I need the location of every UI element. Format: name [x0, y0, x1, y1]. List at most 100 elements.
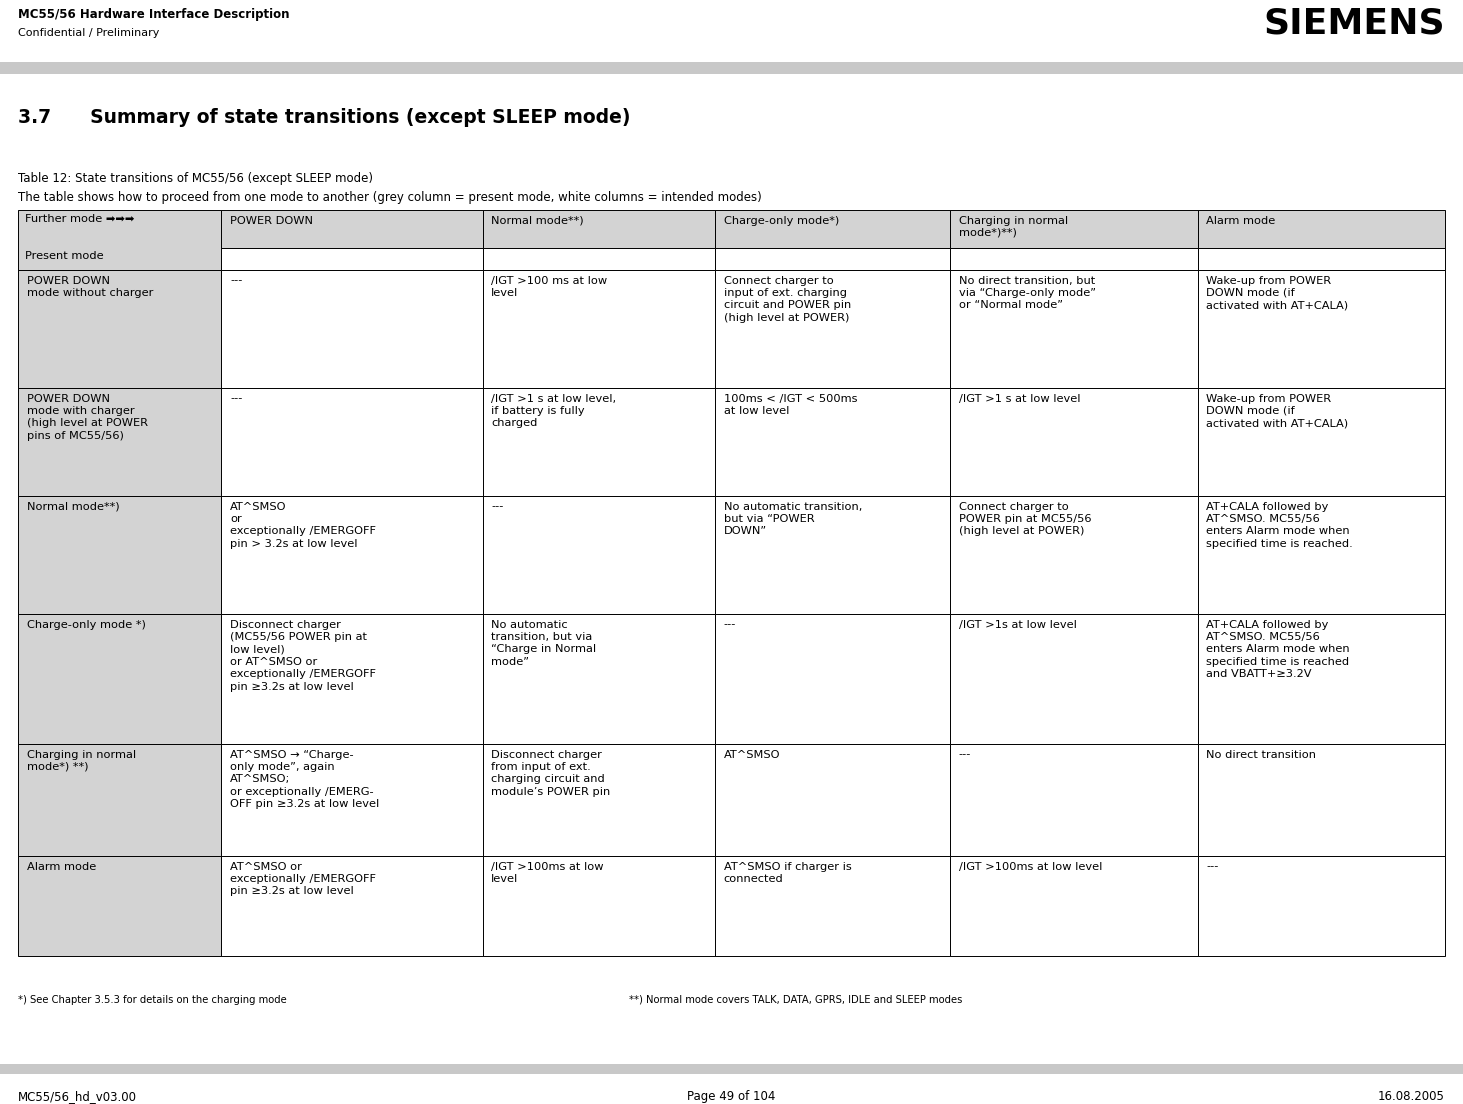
Bar — [221, 210, 483, 248]
Bar — [715, 270, 949, 388]
Text: Charge-only mode*): Charge-only mode*) — [724, 215, 838, 225]
Bar — [18, 856, 221, 956]
Bar — [18, 388, 221, 496]
Bar — [715, 744, 949, 856]
Bar — [949, 210, 1198, 248]
Bar — [1198, 496, 1445, 614]
Bar — [949, 496, 1198, 614]
Text: ---: --- — [724, 619, 736, 629]
Text: SIEMENS: SIEMENS — [1264, 6, 1445, 40]
Bar — [949, 248, 1198, 270]
Bar — [221, 856, 483, 956]
Bar — [483, 856, 715, 956]
Text: AT^SMSO → “Charge-
only mode”, again
AT^SMSO;
or exceptionally /EMERG-
OFF pin ≥: AT^SMSO → “Charge- only mode”, again AT^… — [230, 750, 379, 809]
Bar — [18, 270, 221, 388]
Bar — [949, 388, 1198, 496]
Bar — [221, 744, 483, 856]
Text: Disconnect charger
(MC55/56 POWER pin at
low level)
or AT^SMSO or
exceptionally : Disconnect charger (MC55/56 POWER pin at… — [230, 619, 376, 691]
Text: Confidential / Preliminary: Confidential / Preliminary — [18, 28, 159, 38]
Bar — [1198, 210, 1445, 248]
Bar — [18, 496, 221, 614]
Bar — [483, 388, 715, 496]
Text: Alarm mode: Alarm mode — [1207, 215, 1276, 225]
Text: The table shows how to proceed from one mode to another (grey column = present m: The table shows how to proceed from one … — [18, 191, 762, 204]
Text: Charging in normal
mode*)**): Charging in normal mode*)**) — [958, 215, 1068, 238]
Bar — [221, 496, 483, 614]
Bar — [18, 744, 221, 856]
Bar — [0, 62, 1463, 74]
Bar — [715, 210, 949, 248]
Bar — [715, 388, 949, 496]
Bar — [715, 496, 949, 614]
Bar — [221, 614, 483, 744]
Text: **) Normal mode covers TALK, DATA, GPRS, IDLE and SLEEP modes: **) Normal mode covers TALK, DATA, GPRS,… — [629, 995, 963, 1005]
Text: 100ms < /IGT < 500ms
at low level: 100ms < /IGT < 500ms at low level — [724, 393, 857, 416]
Text: ---: --- — [230, 393, 243, 404]
Bar — [949, 744, 1198, 856]
Bar — [483, 496, 715, 614]
Bar — [0, 1064, 1463, 1074]
Text: Normal mode**): Normal mode**) — [492, 215, 584, 225]
Text: AT+CALA followed by
AT^SMSO. MC55/56
enters Alarm mode when
specified time is re: AT+CALA followed by AT^SMSO. MC55/56 ent… — [1207, 619, 1350, 679]
Text: 3.7      Summary of state transitions (except SLEEP mode): 3.7 Summary of state transitions (except… — [18, 108, 631, 127]
Text: Charging in normal
mode*) **): Charging in normal mode*) **) — [26, 750, 136, 772]
Bar — [18, 210, 221, 270]
Bar — [1198, 744, 1445, 856]
Bar — [221, 270, 483, 388]
Text: No direct transition: No direct transition — [1207, 750, 1317, 760]
Bar — [715, 248, 949, 270]
Text: ---: --- — [230, 276, 243, 286]
Bar — [483, 614, 715, 744]
Bar — [949, 270, 1198, 388]
Text: 16.08.2005: 16.08.2005 — [1378, 1090, 1445, 1103]
Text: AT+CALA followed by
AT^SMSO. MC55/56
enters Alarm mode when
specified time is re: AT+CALA followed by AT^SMSO. MC55/56 ent… — [1207, 501, 1353, 549]
Text: Table 12: State transitions of MC55/56 (except SLEEP mode): Table 12: State transitions of MC55/56 (… — [18, 172, 373, 185]
Text: No direct transition, but
via “Charge-only mode”
or “Normal mode”: No direct transition, but via “Charge-on… — [958, 276, 1096, 310]
Text: AT^SMSO
or
exceptionally /EMERGOFF
pin > 3.2s at low level: AT^SMSO or exceptionally /EMERGOFF pin >… — [230, 501, 376, 549]
Text: Charge-only mode *): Charge-only mode *) — [26, 619, 146, 629]
Text: Further mode ➡➡➡: Further mode ➡➡➡ — [25, 214, 135, 224]
Bar — [1198, 248, 1445, 270]
Text: Wake-up from POWER
DOWN mode (if
activated with AT+CALA): Wake-up from POWER DOWN mode (if activat… — [1207, 276, 1349, 310]
Text: AT^SMSO if charger is
connected: AT^SMSO if charger is connected — [724, 861, 851, 884]
Text: /IGT >100ms at low
level: /IGT >100ms at low level — [492, 861, 604, 884]
Text: /IGT >100ms at low level: /IGT >100ms at low level — [958, 861, 1102, 871]
Bar — [483, 270, 715, 388]
Text: POWER DOWN: POWER DOWN — [230, 215, 313, 225]
Bar — [949, 856, 1198, 956]
Bar — [483, 744, 715, 856]
Bar — [483, 210, 715, 248]
Bar — [18, 614, 221, 744]
Text: ---: --- — [1207, 861, 1219, 871]
Text: MC55/56_hd_v03.00: MC55/56_hd_v03.00 — [18, 1090, 138, 1103]
Text: POWER DOWN
mode with charger
(high level at POWER
pins of MC55/56): POWER DOWN mode with charger (high level… — [26, 393, 148, 440]
Text: Connect charger to
POWER pin at MC55/56
(high level at POWER): Connect charger to POWER pin at MC55/56 … — [958, 501, 1091, 537]
Text: *) See Chapter 3.5.3 for details on the charging mode: *) See Chapter 3.5.3 for details on the … — [18, 995, 287, 1005]
Bar — [715, 614, 949, 744]
Text: POWER DOWN
mode without charger: POWER DOWN mode without charger — [26, 276, 154, 298]
Bar — [1198, 270, 1445, 388]
Text: Connect charger to
input of ext. charging
circuit and POWER pin
(high level at P: Connect charger to input of ext. chargin… — [724, 276, 851, 322]
Text: No automatic transition,
but via “POWER
DOWN”: No automatic transition, but via “POWER … — [724, 501, 862, 537]
Text: Disconnect charger
from input of ext.
charging circuit and
module’s POWER pin: Disconnect charger from input of ext. ch… — [492, 750, 610, 797]
Bar — [1198, 388, 1445, 496]
Text: Alarm mode: Alarm mode — [26, 861, 97, 871]
Bar — [949, 614, 1198, 744]
Bar — [1198, 856, 1445, 956]
Text: MC55/56 Hardware Interface Description: MC55/56 Hardware Interface Description — [18, 8, 290, 21]
Text: /IGT >100 ms at low
level: /IGT >100 ms at low level — [492, 276, 607, 298]
Text: /IGT >1s at low level: /IGT >1s at low level — [958, 619, 1077, 629]
Text: Normal mode**): Normal mode**) — [26, 501, 120, 511]
Text: ---: --- — [958, 750, 971, 760]
Text: Page 49 of 104: Page 49 of 104 — [688, 1090, 775, 1103]
Text: ---: --- — [492, 501, 503, 511]
Bar — [221, 388, 483, 496]
Text: AT^SMSO or
exceptionally /EMERGOFF
pin ≥3.2s at low level: AT^SMSO or exceptionally /EMERGOFF pin ≥… — [230, 861, 376, 896]
Bar — [221, 248, 483, 270]
Text: Wake-up from POWER
DOWN mode (if
activated with AT+CALA): Wake-up from POWER DOWN mode (if activat… — [1207, 393, 1349, 428]
Text: Present mode: Present mode — [25, 252, 104, 262]
Text: /IGT >1 s at low level: /IGT >1 s at low level — [958, 393, 1080, 404]
Bar — [715, 856, 949, 956]
Bar — [1198, 614, 1445, 744]
Text: AT^SMSO: AT^SMSO — [724, 750, 780, 760]
